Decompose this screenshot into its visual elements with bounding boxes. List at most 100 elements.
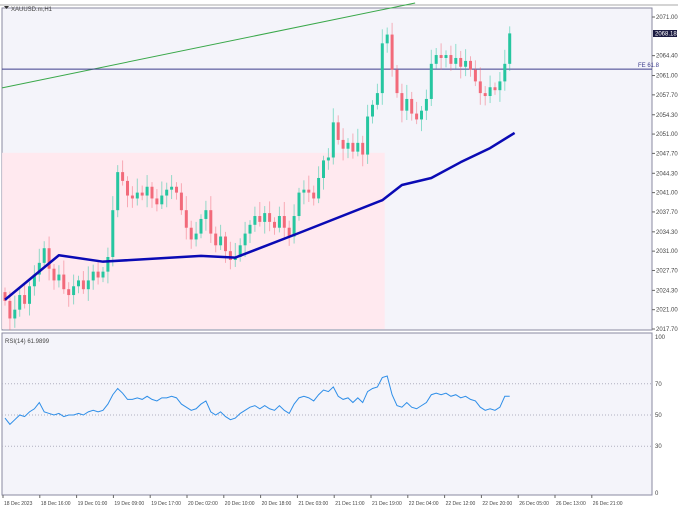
rsi-tick-label: 100 <box>655 335 666 341</box>
candle-body <box>209 210 213 234</box>
time-tick-label: 22 Dec 20:00 <box>482 501 512 507</box>
candle-body <box>13 309 17 319</box>
candle-body <box>42 248 46 263</box>
candle-body <box>96 271 100 278</box>
collapse-triangle-icon[interactable] <box>4 6 9 9</box>
candle-body <box>165 189 169 196</box>
candle-body <box>341 139 345 149</box>
candle <box>121 160 125 186</box>
candle <box>351 133 355 159</box>
candle <box>375 83 379 110</box>
candle <box>13 295 17 328</box>
candle <box>199 214 203 239</box>
time-tick-label: 26 Dec 13:00 <box>556 501 586 507</box>
candle-body <box>326 157 330 161</box>
candle-body <box>273 221 276 228</box>
candle-body <box>268 213 272 222</box>
candle <box>307 175 311 202</box>
candle-body <box>488 87 492 97</box>
candle-body <box>145 186 149 196</box>
candle-body <box>194 233 198 240</box>
candle <box>150 182 154 208</box>
candle-body <box>292 216 296 237</box>
candle <box>273 217 276 235</box>
candle <box>302 180 306 205</box>
candle <box>81 271 85 294</box>
candle <box>140 185 144 201</box>
price-tick-label: 2021.00 <box>656 308 678 314</box>
candle <box>277 206 281 233</box>
candle <box>72 274 76 305</box>
candle <box>356 128 360 157</box>
candle <box>420 105 423 132</box>
candle-body <box>32 274 36 287</box>
fe-level-label: FE 61.8 <box>638 63 660 69</box>
candle <box>473 60 477 87</box>
rsi-pane[interactable] <box>1 332 653 496</box>
candle-body <box>263 213 267 222</box>
candle <box>96 259 100 285</box>
candle-body <box>508 33 512 64</box>
price-tick-label: 2064.40 <box>656 54 678 60</box>
candle <box>8 291 12 331</box>
candle-body <box>219 236 223 246</box>
candle <box>42 241 46 268</box>
candle-body <box>380 43 384 94</box>
candle-body <box>459 57 463 67</box>
candle-body <box>449 55 453 64</box>
candle-body <box>444 55 448 58</box>
price-tick-label: 2027.70 <box>656 268 678 274</box>
price-tick-label: 2057.70 <box>656 93 678 99</box>
price-tick-label: 2024.30 <box>656 288 678 294</box>
candle-body <box>57 274 61 281</box>
time-tick-label: 20 Dec 02:00 <box>188 501 218 507</box>
candle-body <box>37 262 41 275</box>
candle-body <box>371 104 374 117</box>
rsi-tick-label: 70 <box>655 382 662 388</box>
highlight-zone <box>2 152 385 329</box>
candle-body <box>331 122 335 158</box>
candle-body <box>297 192 301 217</box>
candle-body <box>503 63 507 82</box>
rsi-tick-label: 30 <box>655 444 662 450</box>
candle-body <box>395 69 399 94</box>
candle-body <box>47 248 51 269</box>
candle <box>464 49 468 77</box>
price-tick-label: 2031.00 <box>656 249 678 255</box>
candle <box>454 43 458 69</box>
candle <box>390 22 394 77</box>
price-tick-label: 2034.30 <box>656 230 678 236</box>
candle-body <box>478 81 482 94</box>
candle-body <box>3 292 7 301</box>
candle <box>493 82 497 95</box>
candle-body <box>248 224 252 234</box>
candle-body <box>72 286 76 296</box>
candle <box>317 166 321 204</box>
candle <box>160 181 164 209</box>
candle <box>429 49 433 106</box>
time-tick-label: 20 Dec 18:00 <box>262 501 292 507</box>
candle <box>248 220 252 243</box>
candle-body <box>126 180 129 196</box>
candle <box>405 84 409 121</box>
candle-body <box>302 189 306 193</box>
candle <box>3 287 7 306</box>
candle-body <box>175 186 178 193</box>
time-tick-label: 21 Dec 03:00 <box>298 501 328 507</box>
candle <box>253 206 257 232</box>
candle <box>444 50 448 68</box>
candle-body <box>415 113 419 120</box>
candle <box>209 196 213 243</box>
candle-body <box>282 216 286 228</box>
candle-body <box>410 98 414 114</box>
time-tick-label: 26 Dec 21:00 <box>593 501 623 507</box>
candle-body <box>464 60 468 67</box>
candle <box>326 148 330 170</box>
candle <box>18 288 22 317</box>
candle-body <box>106 257 110 272</box>
candle <box>28 281 31 316</box>
candle <box>498 72 502 102</box>
candle <box>341 128 345 161</box>
candle <box>214 226 218 253</box>
